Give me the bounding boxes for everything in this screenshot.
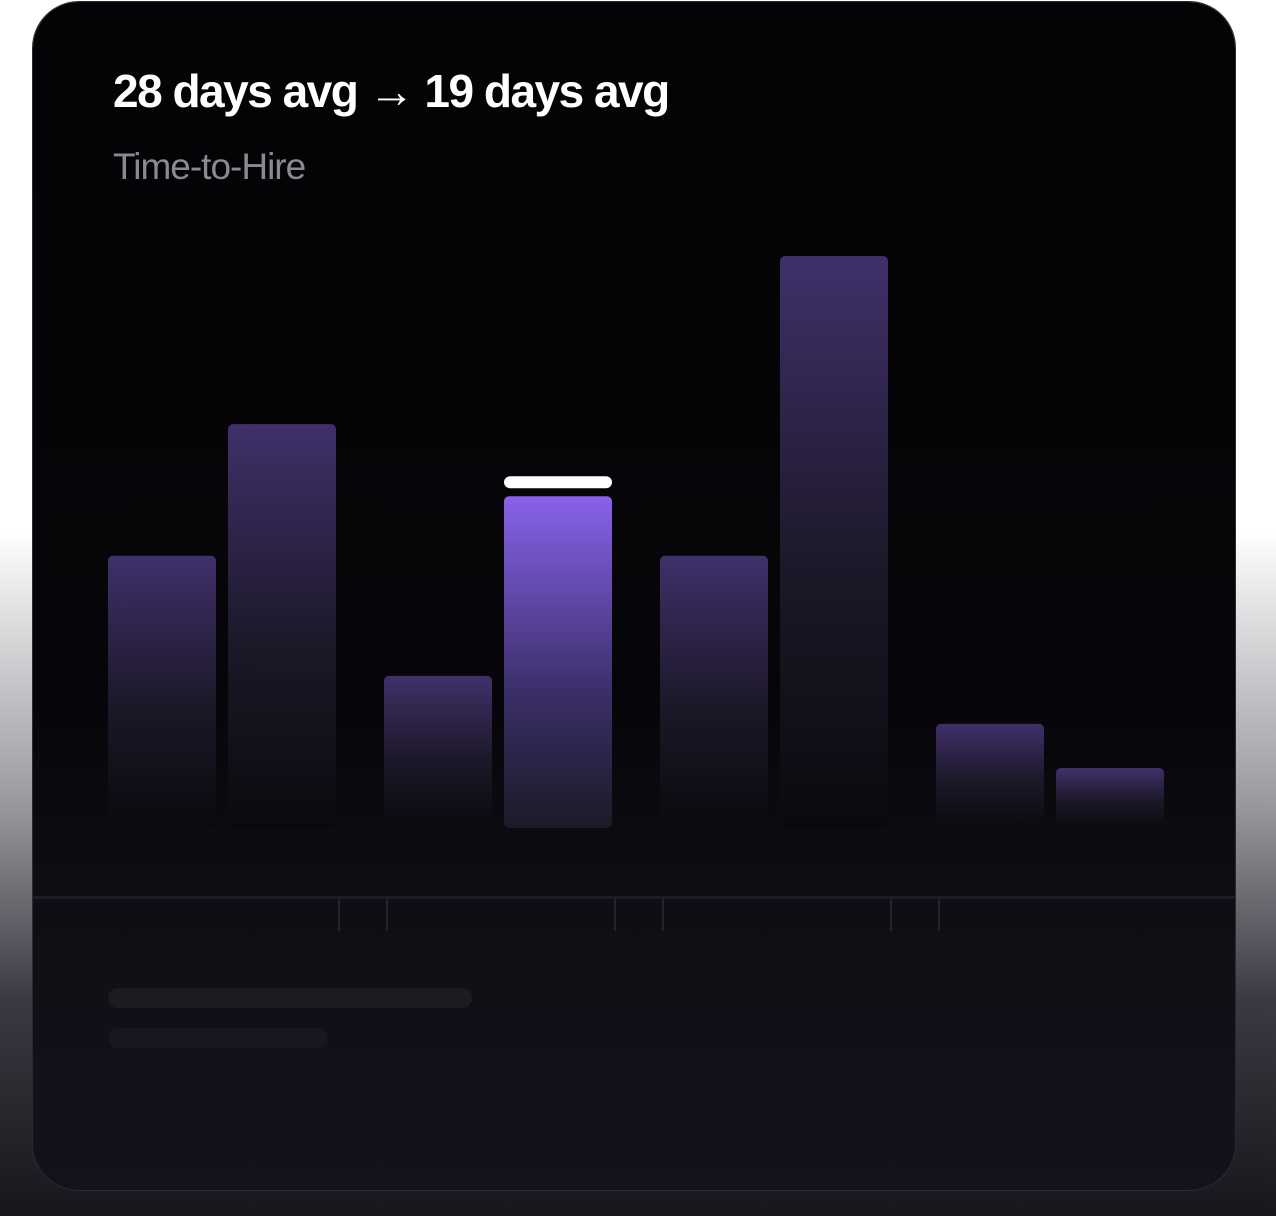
axis-tick [662, 899, 664, 931]
card-title: 28 days avg → 19 days avg [113, 65, 670, 117]
axis-tick [938, 899, 940, 931]
bar [384, 675, 492, 828]
skeleton-line [108, 1028, 328, 1048]
bar [660, 555, 768, 828]
bar [108, 555, 216, 828]
bar [1056, 767, 1164, 828]
bar-highlighted [504, 496, 612, 828]
card-subtitle: Time-to-Hire [113, 146, 306, 187]
bar [780, 256, 888, 828]
axis-tick [338, 899, 340, 931]
axis-tick [890, 899, 892, 931]
axis-tick [386, 899, 388, 931]
bar [228, 424, 336, 828]
bar [936, 723, 1044, 828]
skeleton-line [108, 988, 472, 1008]
axis-tick [614, 899, 616, 931]
bar-chart [33, 256, 1235, 931]
chart-card: 28 days avg → 19 days avg Time-to-Hire [33, 2, 1235, 1190]
highlight-marker [504, 476, 612, 489]
baseline-axis [33, 896, 1235, 899]
